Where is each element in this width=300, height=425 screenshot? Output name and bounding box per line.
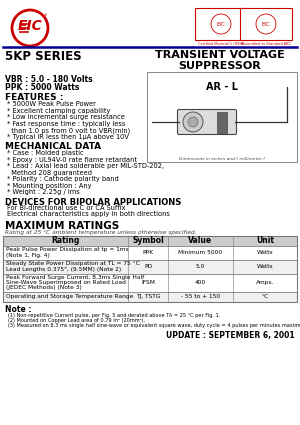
Text: * Weight : 2.25g / ims: * Weight : 2.25g / ims (7, 189, 80, 195)
Text: PPK : 5000 Watts: PPK : 5000 Watts (5, 83, 80, 92)
Text: 5.0: 5.0 (196, 264, 205, 269)
Text: PPK: PPK (142, 250, 154, 255)
Text: For Bi-directional use C or CA Suffix: For Bi-directional use C or CA Suffix (7, 204, 125, 210)
Bar (217, 111, 227, 133)
Text: * Excellent clamping capability: * Excellent clamping capability (7, 108, 110, 113)
Bar (195, 8, 247, 40)
Text: EIC: EIC (18, 19, 42, 33)
Text: TJ, TSTG: TJ, TSTG (136, 294, 160, 299)
Text: * Polarity : Cathode polarity band: * Polarity : Cathode polarity band (7, 176, 119, 182)
Text: * Typical IR less then 1μA above 10V: * Typical IR less then 1μA above 10V (7, 133, 129, 139)
Text: Unit: Unit (256, 236, 274, 245)
Text: °C: °C (261, 294, 268, 299)
Text: Peak Forward Surge Current, 8.3ms Single Half: Peak Forward Surge Current, 8.3ms Single… (6, 275, 144, 280)
Text: (JEDEC Methods) (Note 3): (JEDEC Methods) (Note 3) (6, 286, 82, 291)
Text: PD: PD (144, 264, 152, 269)
Text: Watts: Watts (257, 250, 273, 255)
Bar (3, 246, 297, 260)
Circle shape (188, 117, 198, 127)
Text: Rating at 25 °C ambient temperature unless otherwise specified.: Rating at 25 °C ambient temperature unle… (5, 230, 196, 235)
Text: (3) Measured on 8.3 ms single half sine-wave or equivalent square wave, duty cyc: (3) Measured on 8.3 ms single half sine-… (8, 323, 300, 329)
Text: DEVICES FOR BIPOLAR APPLICATIONS: DEVICES FOR BIPOLAR APPLICATIONS (5, 198, 181, 207)
Text: * Case : Molded plastic: * Case : Molded plastic (7, 150, 84, 156)
Text: Value: Value (188, 236, 213, 245)
Text: * Low incremental surge resistance: * Low incremental surge resistance (7, 114, 125, 120)
Text: * Epoxy : UL94V-0 rate flame retardant: * Epoxy : UL94V-0 rate flame retardant (7, 156, 137, 162)
Text: than 1.0 ps from 0 volt to VBR(min): than 1.0 ps from 0 volt to VBR(min) (7, 127, 130, 133)
Text: Electrical characteristics apply in both directions: Electrical characteristics apply in both… (7, 210, 170, 216)
FancyBboxPatch shape (178, 110, 236, 134)
Bar (3, 274, 297, 292)
Text: (1) Non-repetitive Current pulse, per Fig. 5 and derated above TA = 25 °C per Fi: (1) Non-repetitive Current pulse, per Fi… (8, 312, 220, 317)
Text: EIC: EIC (262, 22, 270, 26)
Text: 5KP SERIES: 5KP SERIES (5, 50, 82, 63)
Text: * Fast response time : typically less: * Fast response time : typically less (7, 121, 125, 127)
Text: EIC: EIC (217, 22, 225, 26)
Text: MECHANICAL DATA: MECHANICAL DATA (5, 142, 101, 151)
Text: (2) Mounted on Copper Lead area of 0.79 in² (20mm²).: (2) Mounted on Copper Lead area of 0.79 … (8, 318, 145, 323)
Text: AR - L: AR - L (206, 82, 238, 92)
Bar (147, 72, 297, 162)
Text: Method 208 guaranteed: Method 208 guaranteed (7, 170, 92, 176)
Text: VBR : 5.0 - 180 Volts: VBR : 5.0 - 180 Volts (5, 75, 93, 84)
Text: SUPPRESSOR: SUPPRESSOR (178, 61, 261, 71)
Text: Lead Lengths 0.375", (9.5MM) (Note 2): Lead Lengths 0.375", (9.5MM) (Note 2) (6, 267, 121, 272)
Text: MAXIMUM RATINGS: MAXIMUM RATINGS (5, 221, 119, 230)
Text: Amps.: Amps. (256, 280, 274, 285)
Text: Dimensions in inches and ( millimeter ): Dimensions in inches and ( millimeter ) (179, 157, 265, 161)
Bar (240, 8, 292, 40)
Text: * Mounting position : Any: * Mounting position : Any (7, 182, 92, 189)
Text: Steady State Power Dissipation at TL = 75 °C: Steady State Power Dissipation at TL = 7… (6, 261, 140, 266)
Bar (3, 235, 297, 301)
Text: 400: 400 (195, 280, 206, 285)
Bar (3, 235, 297, 246)
Text: (Note 1, Fig. 4): (Note 1, Fig. 4) (6, 253, 50, 258)
Text: FEATURES :: FEATURES : (5, 93, 63, 102)
Text: - 55 to + 150: - 55 to + 150 (181, 294, 220, 299)
Text: Rating: Rating (51, 236, 80, 245)
Text: °: ° (43, 14, 46, 20)
Text: Peak Pulse Power Dissipation at tp = 1ms: Peak Pulse Power Dissipation at tp = 1ms (6, 247, 129, 252)
Bar (3, 260, 297, 274)
Text: Assembled to Standard ABC: Assembled to Standard ABC (241, 42, 291, 46)
Text: Note :: Note : (5, 306, 32, 314)
Text: Operating and Storage Temperature Range: Operating and Storage Temperature Range (6, 294, 133, 299)
Text: Symbol: Symbol (132, 236, 164, 245)
Text: Watts: Watts (257, 264, 273, 269)
Text: IFSM: IFSM (141, 280, 155, 285)
Text: * Lead : Axial lead solderable per MIL-STD-202,: * Lead : Axial lead solderable per MIL-S… (7, 163, 164, 169)
Bar (3, 292, 297, 301)
Text: TRANSIENT VOLTAGE: TRANSIENT VOLTAGE (155, 50, 285, 60)
Text: Sine-Wave Superimposed on Rated Load: Sine-Wave Superimposed on Rated Load (6, 280, 126, 285)
Text: UPDATE : SEPTEMBER 6, 2001: UPDATE : SEPTEMBER 6, 2001 (167, 331, 295, 340)
Text: * 5000W Peak Pulse Power: * 5000W Peak Pulse Power (7, 101, 96, 107)
Text: Certified Material 1 (ISO9): Certified Material 1 (ISO9) (198, 42, 244, 46)
Text: Minimum 5000: Minimum 5000 (178, 250, 223, 255)
Circle shape (183, 112, 203, 132)
